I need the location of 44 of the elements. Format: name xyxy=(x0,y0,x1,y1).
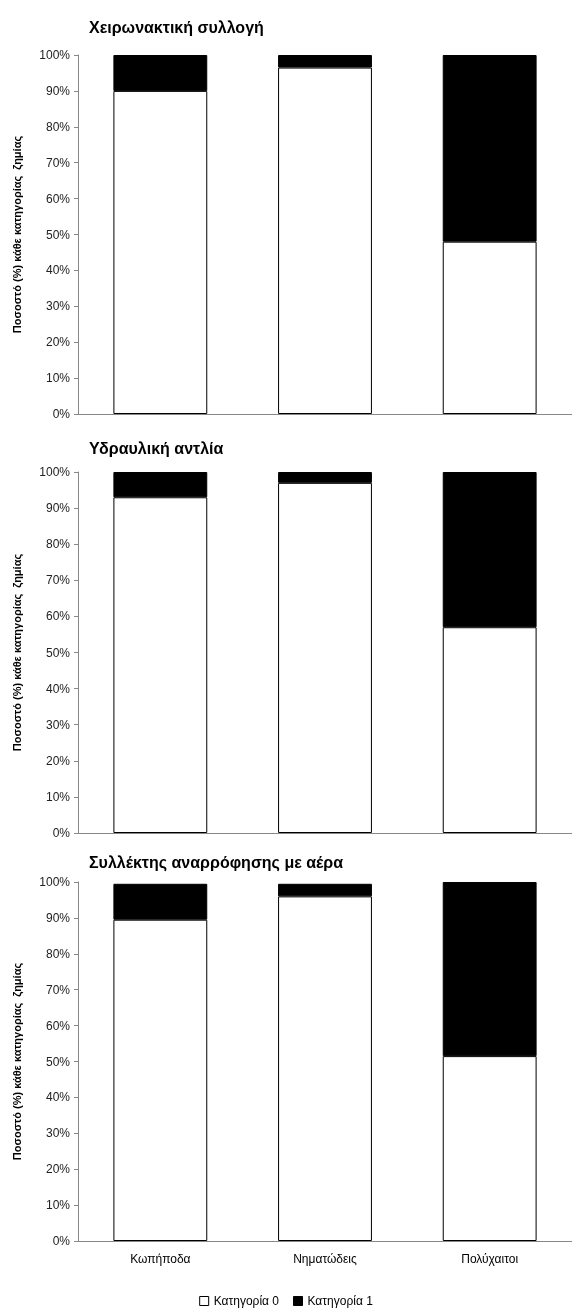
y-tick-label: 100% xyxy=(39,48,71,62)
y-tick-label: 70% xyxy=(45,573,71,588)
y-tick-label: 90% xyxy=(45,910,71,925)
x-tick-label: Νηματώδεις xyxy=(293,1252,358,1266)
y-tick-label: 100% xyxy=(39,875,71,889)
y-tick-label: 40% xyxy=(45,681,71,696)
y-tick-label: 30% xyxy=(45,717,71,732)
legend-label: Κατηγορία 0 xyxy=(213,1294,280,1308)
y-tick-label: 90% xyxy=(45,83,71,98)
y-tick-label: 40% xyxy=(45,263,71,278)
chart-title: Συλλέκτης αναρρόφησης με αέρα xyxy=(89,853,344,872)
y-tick-label: 80% xyxy=(45,946,71,961)
chart-title: Χειρωνακτική συλλογή xyxy=(89,18,264,36)
y-tick-label: 90% xyxy=(45,501,71,516)
y-tick-label: 0% xyxy=(52,407,71,421)
x-tick-label: Πολύχαιτοι xyxy=(461,1252,519,1266)
x-tick-label: Κωπήποδα xyxy=(130,1252,191,1266)
y-tick-label: 60% xyxy=(45,191,71,206)
y-tick-label: 80% xyxy=(45,119,71,134)
y-tick-label: 10% xyxy=(45,371,71,386)
y-tick-label: 0% xyxy=(52,1234,71,1248)
y-tick-label: 100% xyxy=(39,465,71,479)
y-tick-label: 10% xyxy=(45,789,71,804)
y-tick-label: 50% xyxy=(45,227,71,242)
y-tick-label: 20% xyxy=(45,753,71,768)
y-axis-title: Ποσοστό (%) κάθε κατηγορίας ζημίας xyxy=(10,962,24,1161)
y-tick-label: 20% xyxy=(45,1162,71,1177)
legend-label: Κατηγορία 1 xyxy=(307,1294,374,1308)
y-tick-label: 70% xyxy=(45,155,71,170)
y-axis-title: Ποσοστό (%) κάθε κατηγορίας ζημίας xyxy=(10,135,24,334)
y-tick-label: 0% xyxy=(52,826,71,840)
y-tick-label: 60% xyxy=(45,1018,71,1033)
y-tick-label: 10% xyxy=(45,1198,71,1213)
y-tick-label: 30% xyxy=(45,299,71,314)
y-tick-label: 60% xyxy=(45,609,71,624)
y-tick-label: 20% xyxy=(45,335,71,350)
y-tick-label: 50% xyxy=(45,645,71,660)
y-axis-title: Ποσοστό (%) κάθε κατηγορίας ζημίας xyxy=(10,553,24,752)
y-tick-label: 40% xyxy=(45,1090,71,1105)
y-tick-label: 70% xyxy=(45,982,71,997)
chart-title: Υδραυλική αντλία xyxy=(89,439,224,457)
y-tick-label: 80% xyxy=(45,537,71,552)
y-tick-label: 30% xyxy=(45,1126,71,1141)
y-tick-label: 50% xyxy=(45,1054,71,1069)
